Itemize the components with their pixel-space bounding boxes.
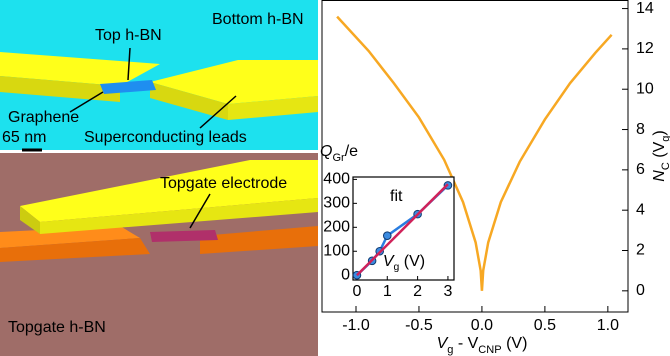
- lead-front: [0, 238, 150, 262]
- label: Superconducting leads: [84, 129, 247, 146]
- label-part: Q: [320, 143, 332, 160]
- graphene: [150, 230, 218, 242]
- arrow: [127, 47, 131, 81]
- label: Topgate electrode: [160, 175, 287, 192]
- x-tick-label: 3: [443, 283, 452, 300]
- axis-label: NC (Vg): [651, 130, 670, 181]
- label-part: V: [437, 335, 449, 352]
- label-part: /e: [345, 143, 358, 160]
- label-part: - V: [453, 335, 478, 352]
- data-point: [382, 231, 392, 240]
- y-tick-label: 8: [636, 121, 645, 138]
- arrow: [189, 193, 211, 229]
- y-tick-label: 0: [341, 266, 350, 283]
- topgate-front: [40, 198, 318, 234]
- y-tick-label: 0: [636, 282, 645, 299]
- label-part: CNP: [478, 344, 501, 356]
- y-tick-label: 14: [636, 0, 654, 17]
- legend-label: fit: [390, 188, 403, 205]
- label: Bottom h-BN: [212, 11, 304, 28]
- y-tick-label: 4: [636, 201, 645, 218]
- lead-front: [200, 226, 318, 254]
- left-lead-top: [0, 52, 160, 86]
- arrow: [199, 95, 237, 129]
- label: Top h-BN: [95, 27, 162, 44]
- y-tick-label: 100: [323, 242, 350, 259]
- x-tick-label: 0: [352, 283, 361, 300]
- data-line: [336, 15, 613, 291]
- y-tick-label: 10: [636, 80, 654, 97]
- label-part: g: [394, 262, 400, 273]
- y-tick-label: 6: [636, 161, 645, 178]
- right-lead-side: [150, 82, 228, 120]
- x-tick-label: 1.0: [597, 317, 619, 334]
- topgate-top: [20, 160, 318, 222]
- y-tick-label: 2: [636, 242, 645, 259]
- label-part: (V): [399, 253, 425, 270]
- axis-label: QGr/e: [320, 143, 358, 164]
- label-part: V: [383, 253, 395, 270]
- x-tick-label: 2: [413, 283, 422, 300]
- right-lead-top: [150, 60, 318, 104]
- topgate-side: [20, 206, 40, 234]
- illustration: Bottom h-BN Top h-BN Graphene 65 nm Supe…: [0, 0, 318, 356]
- label-part: g: [660, 136, 670, 142]
- label-part: (V): [502, 335, 528, 352]
- x-tick-label: -0.5: [405, 317, 433, 334]
- plot-frame: [321, 0, 629, 313]
- x-tick-label: 1: [383, 283, 392, 300]
- label-part: (V: [651, 141, 668, 162]
- y-tick-label: 12: [636, 40, 654, 57]
- axis-label: Vg - VCNP (V): [437, 335, 528, 356]
- label: Topgate h-BN: [8, 319, 106, 336]
- label-part: g: [447, 344, 453, 356]
- x-tick-label: 0.5: [534, 317, 556, 334]
- y-tick-label: 200: [323, 219, 350, 236]
- label-part: N: [651, 170, 668, 182]
- left-lead-front: [0, 76, 120, 102]
- x-tick-label: 0.0: [471, 317, 493, 334]
- label: Graphene: [8, 109, 79, 126]
- right-lead-front: [228, 96, 318, 120]
- lead-top: [0, 226, 140, 248]
- y-tick-label: 300: [323, 195, 350, 212]
- x-tick-label: -1.0: [342, 317, 370, 334]
- label-part: Gr: [332, 152, 345, 164]
- arrow: [69, 91, 104, 113]
- graphene: [100, 80, 156, 94]
- axis-label: Vg (V): [383, 253, 425, 273]
- data-line: [356, 183, 449, 277]
- label: 65 nm: [2, 129, 46, 146]
- y-tick-label: 400: [323, 171, 350, 188]
- label-part: ): [651, 130, 668, 135]
- label-part: C: [660, 162, 670, 170]
